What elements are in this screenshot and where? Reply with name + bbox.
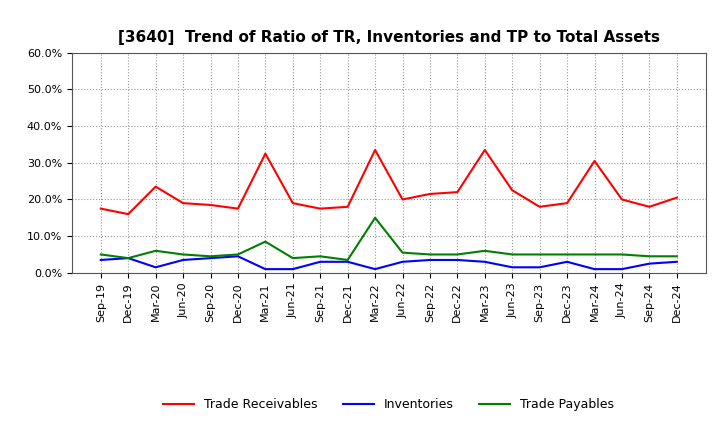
Trade Receivables (508, 187, 516, 193)
Trade Receivables (124, 212, 132, 217)
Inventories (398, 259, 407, 264)
Trade Payables (426, 252, 434, 257)
Trade Payables (645, 253, 654, 259)
Inventories (563, 259, 572, 264)
Inventories (96, 257, 105, 263)
Inventories (179, 257, 187, 263)
Line: Trade Receivables: Trade Receivables (101, 150, 677, 214)
Trade Receivables (233, 206, 242, 211)
Trade Receivables (398, 197, 407, 202)
Trade Receivables (618, 197, 626, 202)
Trade Payables (371, 215, 379, 220)
Trade Receivables (316, 206, 325, 211)
Inventories (124, 256, 132, 261)
Inventories (261, 267, 270, 272)
Trade Payables (179, 252, 187, 257)
Trade Payables (590, 252, 599, 257)
Inventories (371, 267, 379, 272)
Trade Receivables (96, 206, 105, 211)
Trade Receivables (645, 204, 654, 209)
Trade Payables (398, 250, 407, 255)
Trade Payables (343, 257, 352, 263)
Trade Receivables (480, 147, 489, 153)
Trade Payables (618, 252, 626, 257)
Trade Payables (563, 252, 572, 257)
Trade Payables (206, 253, 215, 259)
Inventories (426, 257, 434, 263)
Inventories (453, 257, 462, 263)
Inventories (536, 264, 544, 270)
Inventories (672, 259, 681, 264)
Inventories (618, 267, 626, 272)
Inventories (233, 253, 242, 259)
Trade Receivables (672, 195, 681, 200)
Trade Payables (536, 252, 544, 257)
Inventories (645, 261, 654, 266)
Trade Receivables (371, 147, 379, 153)
Trade Receivables (343, 204, 352, 209)
Trade Receivables (179, 201, 187, 206)
Trade Receivables (206, 202, 215, 208)
Inventories (590, 267, 599, 272)
Inventories (480, 259, 489, 264)
Inventories (316, 259, 325, 264)
Trade Payables (289, 256, 297, 261)
Trade Payables (480, 248, 489, 253)
Trade Payables (124, 256, 132, 261)
Trade Payables (508, 252, 516, 257)
Trade Receivables (261, 151, 270, 156)
Trade Payables (316, 253, 325, 259)
Inventories (343, 259, 352, 264)
Trade Receivables (289, 201, 297, 206)
Trade Payables (672, 253, 681, 259)
Inventories (206, 256, 215, 261)
Trade Receivables (563, 201, 572, 206)
Inventories (508, 264, 516, 270)
Title: [3640]  Trend of Ratio of TR, Inventories and TP to Total Assets: [3640] Trend of Ratio of TR, Inventories… (118, 29, 660, 45)
Trade Receivables (536, 204, 544, 209)
Trade Payables (233, 252, 242, 257)
Line: Inventories: Inventories (101, 256, 677, 269)
Trade Receivables (151, 184, 160, 189)
Trade Receivables (426, 191, 434, 197)
Legend: Trade Receivables, Inventories, Trade Payables: Trade Receivables, Inventories, Trade Pa… (158, 393, 619, 416)
Trade Payables (151, 248, 160, 253)
Trade Receivables (590, 158, 599, 164)
Inventories (151, 264, 160, 270)
Inventories (289, 267, 297, 272)
Trade Payables (261, 239, 270, 244)
Trade Payables (453, 252, 462, 257)
Trade Receivables (453, 190, 462, 195)
Trade Payables (96, 252, 105, 257)
Line: Trade Payables: Trade Payables (101, 218, 677, 260)
